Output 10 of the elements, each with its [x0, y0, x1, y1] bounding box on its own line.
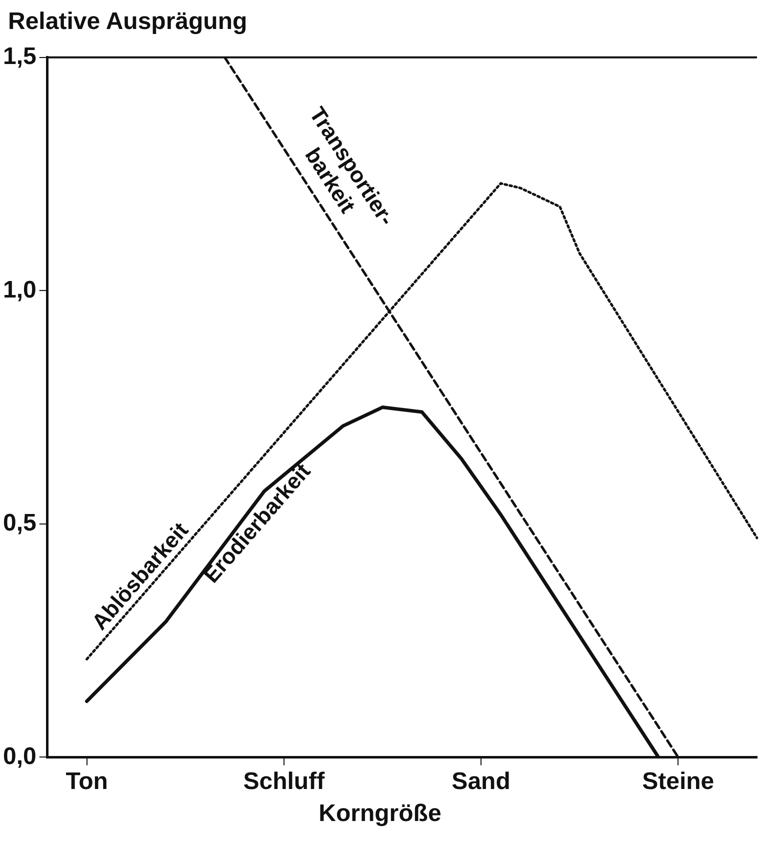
- x-axis-title: Korngröße: [318, 800, 442, 828]
- x-tick-label: Schluff: [243, 768, 326, 796]
- y-tick-label: 1,5: [2, 43, 36, 70]
- x-tick-label: Sand: [452, 768, 510, 796]
- y-tick-label: 0,0: [2, 742, 36, 770]
- y-tick-label: 0,5: [2, 510, 36, 537]
- y-tick-label: 1,0: [2, 276, 36, 304]
- x-tick-label: Steine: [642, 768, 714, 796]
- y-axis-title: Relative Ausprägung: [8, 8, 248, 36]
- x-tick-label: Ton: [66, 768, 108, 796]
